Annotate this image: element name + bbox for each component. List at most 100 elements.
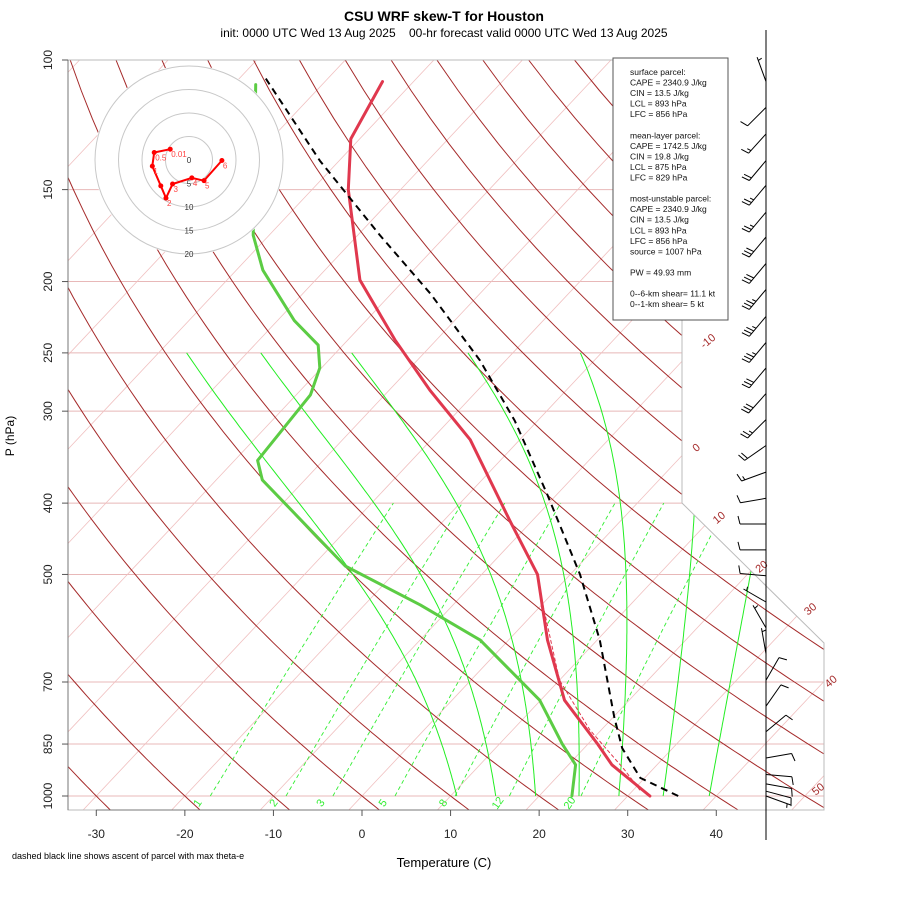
hodograph-point [163, 195, 169, 201]
info-box-line: CAPE = 1742.5 J/kg [630, 141, 707, 151]
dry-adiabat-line [68, 60, 652, 810]
wind-barb [765, 774, 794, 785]
hodograph: 0 5 10 15 20 0.01 0.5 1 23 4 5 6 [94, 65, 284, 259]
isotherm-line [612, 60, 824, 810]
moist-adiabat-line [186, 352, 458, 797]
footnote: dashed black line shows ascent of parcel… [12, 851, 244, 861]
hodograph-point [170, 181, 176, 187]
mixing-ratio-line [580, 502, 729, 797]
info-box-line: LCL = 875 hPa [630, 162, 687, 172]
x-tick-label: -10 [265, 827, 283, 841]
hodograph-ring-label: 15 [185, 227, 194, 236]
mixing-ratio-labels: 1 2 3 5 8 12 20 [191, 795, 578, 812]
info-box-line: PW = 49.93 mm [630, 267, 691, 277]
parcel-ascent-line [264, 78, 679, 797]
wind-barb [765, 714, 793, 733]
hodograph-point [149, 163, 155, 169]
temperature-line [346, 80, 652, 798]
hodograph-point [158, 183, 164, 189]
hodograph-ring [141, 112, 237, 208]
wind-barb [741, 316, 767, 337]
wind-barb [738, 565, 767, 577]
x-tick-label: 40 [710, 827, 724, 841]
dry-adiabat-line [115, 60, 824, 810]
info-box-line: CIN = 19.8 J/kg [630, 151, 689, 161]
isotherm-line [524, 60, 824, 810]
info-box-line: LFC = 856 hPa [630, 109, 688, 119]
x-tick-label: 0 [359, 827, 366, 841]
dry-adiabat-line [68, 60, 472, 810]
info-box-line: 0--6-km shear= 11.1 kt [630, 289, 716, 299]
wind-barb [740, 107, 767, 127]
dry-adiabat-line [390, 60, 824, 810]
hodograph-ring-label: 0 [187, 156, 192, 165]
wind-barb [765, 795, 791, 808]
mixing-ratio-line [332, 502, 506, 797]
hodograph-ring [118, 89, 260, 231]
wind-barb [756, 57, 767, 82]
y-tick-label: 250 [41, 343, 55, 363]
hodograph-point [189, 175, 195, 181]
wind-barbs [736, 30, 796, 840]
dry-adiabat-line [207, 60, 824, 810]
wind-barb [737, 515, 766, 525]
info-box-line: 0--1-km shear= 5 kt [630, 299, 705, 309]
wind-barb [741, 263, 767, 284]
y-tick-label: 850 [41, 734, 55, 754]
wind-barb [738, 445, 767, 461]
wind-barb [736, 495, 767, 504]
y-tick-label: 150 [41, 179, 55, 199]
wind-barb [741, 393, 767, 414]
moist-adiabat-line [579, 352, 628, 797]
mixing-ratio-line [508, 502, 665, 797]
moist-adiabat-line [260, 352, 497, 797]
y-tick-label: 400 [41, 493, 55, 513]
dry-adiabat-line [253, 60, 824, 810]
hodograph-point-label: 0.5 [155, 153, 167, 162]
axes: -30 -20 -10 0 10 20 30 401001502002503004005007… [41, 50, 723, 841]
info-box-line: source = 1007 hPa [630, 246, 702, 256]
hodograph-point-label: 6 [223, 161, 228, 170]
hodograph-background [94, 65, 284, 255]
info-box-frame [612, 57, 729, 321]
wind-barb [761, 628, 767, 654]
x-tick-label: 30 [621, 827, 635, 841]
hodograph-point-label: 3 [174, 185, 179, 194]
wind-barb [765, 790, 792, 807]
dewpoint-line [251, 83, 578, 798]
hodograph-ring-label: 5 [187, 180, 192, 189]
y-axis-label: P (hPa) [3, 416, 17, 456]
hodograph-point-label: 0.01 [171, 150, 187, 159]
dry-adiabat-line [344, 60, 824, 810]
x-tick-label: 20 [532, 827, 546, 841]
y-tick-label: 300 [41, 401, 55, 421]
mixing-ratio-label: 2 [267, 797, 280, 809]
info-box-line: CAPE = 2340.9 J/kg [630, 204, 707, 214]
mixing-ratio-line [394, 502, 562, 797]
info-box-line: LFC = 829 hPa [630, 173, 688, 183]
isotherm-line [701, 60, 824, 810]
info-box-line: LFC = 856 hPa [630, 236, 688, 246]
x-axis-label: Temperature (C) [397, 855, 492, 870]
wind-barb [743, 586, 767, 603]
chart-title: CSU WRF skew-T for Houston [344, 8, 544, 24]
isotherm-line [68, 60, 523, 810]
x-tick-label: -30 [88, 827, 106, 841]
hodograph-ring-label: 20 [185, 250, 194, 259]
moist-adiabat-line [467, 352, 580, 796]
info-box-line: mean-layer parcel: [630, 130, 700, 140]
mixing-ratio-label: 1 [191, 797, 204, 809]
mixing-ratio-label: 5 [377, 797, 390, 809]
y-tick-label: 200 [41, 271, 55, 291]
wind-barb [752, 605, 767, 629]
dry-adiabat-line [161, 60, 824, 810]
isotherm-line [68, 60, 700, 810]
isotherm-line [68, 60, 612, 810]
wind-barb [765, 657, 788, 681]
hodograph-point [167, 146, 173, 152]
info-box-line: LCL = 893 hPa [630, 225, 687, 235]
isotherm-line [68, 60, 435, 810]
chart-subtitle: init: 0000 UTC Wed 13 Aug 2025 00-hr for… [220, 26, 667, 40]
virtual-parcel-line [539, 589, 641, 791]
